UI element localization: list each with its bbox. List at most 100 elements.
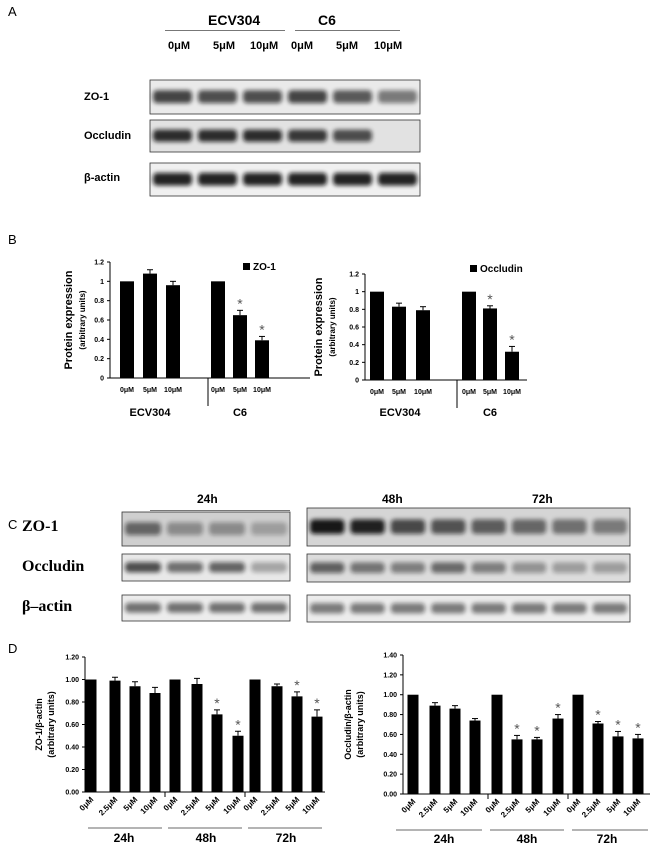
dose-tick-label: 2.5μM [417,797,440,820]
significance-marker: * [615,716,621,732]
dose-tick-label: 10μM [414,389,432,396]
panel-label-c: C [8,517,18,532]
blot-label-beta-actin: β-actin [84,172,121,184]
time-label-48h: 48h [382,492,403,506]
blot-zo1-c48-72-band [390,519,426,534]
blot-label-occludin: Occludin [84,130,132,142]
blot-beta-actin-c48-72-band [350,603,385,614]
blot-zo1-a-band [333,90,372,104]
bar [491,694,503,794]
dose-tick-label: 5μM [483,389,497,396]
blot-zo1-c24-band [125,522,161,536]
y-axis-label: ZO-1/β-actin [34,698,44,751]
blot-zo1-a-band [378,90,417,104]
blot-occludin-c48-72-band [592,562,627,574]
dose-tick-label: 10μM [222,795,243,816]
time-line-24h [150,510,290,511]
dose-label: 10μM [250,40,279,52]
blot-label-beta-actin: β–actin [22,598,73,615]
dose-label: 5μM [213,40,236,52]
dose-tick-label: 0μM [242,795,260,813]
bar [191,684,203,792]
dose-tick-label: 2.5μM [97,795,120,818]
y-tick-label: 1.2 [349,272,359,279]
significance-marker: * [487,291,493,307]
bar [392,306,406,380]
y-tick-label: 1.40 [383,653,397,660]
y-axis-label-units: (arbitrary units) [328,297,337,356]
dose-tick-label: 10μM [459,797,480,818]
significance-marker: * [259,321,265,337]
blot-occludin-c48-72-band [350,562,385,574]
blot-occludin-c48-72-band [431,562,466,574]
group-label: 24h [434,832,455,846]
blot-beta-actin-a-band [288,172,327,186]
blot-zo1-c48-72-band [592,519,627,534]
blot-occludin-a-band [153,129,192,142]
bar [572,694,584,794]
blot-zo1-c24-band [209,522,245,536]
bar [429,705,441,794]
dose-tick-label: 5μM [605,797,623,815]
blot-zo1-c48-72-band [350,519,385,534]
blot-zo1-c48-72-band [552,519,587,534]
y-tick-label: 0.60 [65,722,79,729]
blot-beta-actin-a-band [333,172,372,186]
bar [249,679,261,792]
group-line-ecv304 [165,30,285,31]
y-tick-label: 0.20 [383,772,397,779]
time-label-24h: 24h [197,492,218,506]
dose-label: 0μM [168,40,191,52]
blot-zo1-a-band [243,90,282,104]
blot-beta-actin-c24-band [125,602,161,613]
dose-tick-label: 0μM [162,795,180,813]
y-tick-label: 1 [355,289,359,296]
dose-tick-label: 5μM [392,389,406,396]
dose-label: 10μM [374,40,403,52]
bar [109,680,121,792]
dose-tick-label: 0μM [462,389,476,396]
blot-beta-actin-c48-72-band [310,603,345,614]
blot-occludin-c24-band [251,562,287,573]
blot-zo1-c48-72-band [431,519,466,534]
dose-tick-label: 5μM [284,795,302,813]
y-axis-label: Protein expression [313,277,325,376]
significance-marker: * [635,719,641,735]
bar [511,739,523,794]
group-label: 24h [114,831,135,845]
y-tick-label: 1 [100,279,104,286]
bar [211,714,223,792]
bar [370,291,384,380]
dose-tick-label: 5μM [524,797,542,815]
bar [211,281,225,378]
dose-tick-label: 2.5μM [580,797,603,820]
y-tick-label: 0.6 [94,318,104,325]
blot-beta-actin-a-band [153,172,192,186]
blot-zo1-c48-72-band [511,519,547,534]
significance-marker: * [514,720,520,736]
bar [291,696,303,792]
bar [592,723,604,794]
bar [469,720,481,794]
blot-beta-actin-c48-72-band [390,603,426,614]
group-label: 48h [517,832,538,846]
group-label: C6 [483,407,497,419]
group-label: ECV304 [380,407,422,419]
dose-tick-label: 5μM [122,795,140,813]
blot-beta-actin-c48-72-band [431,603,466,614]
legend-swatch [243,263,250,270]
dose-tick-label: 10μM [622,797,643,818]
significance-marker: * [314,695,320,711]
significance-marker: * [237,295,243,311]
blot-occludin-c24-band [125,562,161,573]
y-tick-label: 0.80 [65,700,79,707]
dose-tick-label: 5μM [233,387,247,394]
bar [120,281,134,378]
significance-marker: * [509,331,515,347]
group-label: C6 [233,407,247,419]
blot-occludin-c48-72-band [390,562,426,574]
blot-zo1-c24-band [167,522,203,536]
y-tick-label: 0.00 [65,790,79,797]
